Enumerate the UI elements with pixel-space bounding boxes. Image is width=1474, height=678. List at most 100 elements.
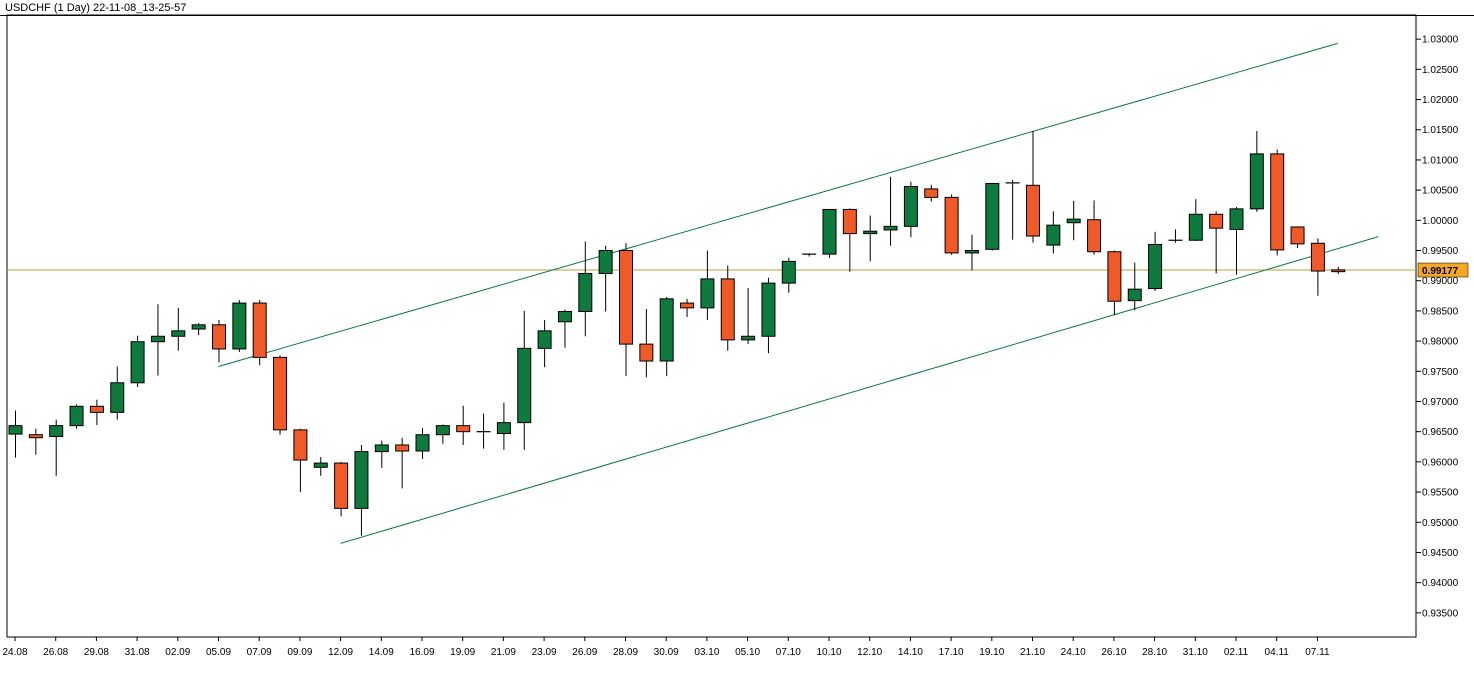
candle-body-bear — [1209, 213, 1224, 229]
candle-body-bear — [720, 278, 735, 341]
candle — [28, 428, 43, 455]
candle-body-bull — [49, 425, 64, 438]
x-axis: 24.08 26.08 29.08 31.08 02.09 05.09 07.09 09.09… — [2, 637, 1330, 658]
candle — [69, 404, 84, 429]
candle-body-bull — [985, 182, 1000, 250]
candle — [1005, 179, 1020, 240]
candle — [1249, 130, 1264, 212]
candle — [456, 405, 471, 445]
y-tick-label: 0.98000 — [1422, 337, 1459, 348]
candle — [1209, 211, 1224, 274]
x-tick-label: 30.09 — [654, 647, 679, 658]
candle-body-bull — [415, 434, 430, 452]
candle-body-bull — [1249, 153, 1264, 210]
candle-body-bear — [1026, 184, 1040, 237]
x-tick-label: 24.08 — [2, 647, 27, 658]
candle — [964, 234, 979, 271]
y-tick-label: 1.02500 — [1422, 65, 1459, 76]
candle — [781, 257, 796, 293]
x-tick-label: 31.10 — [1183, 647, 1208, 658]
candle-body-bull — [659, 298, 674, 362]
candle — [903, 181, 918, 238]
candle-body-bear — [1290, 226, 1305, 245]
y-tick-label: 1.01000 — [1422, 155, 1459, 166]
candle-body-bull — [1066, 218, 1081, 224]
candle — [8, 410, 23, 458]
candle-body-bear — [680, 302, 695, 309]
candle — [517, 310, 532, 450]
candle-body-bull — [1148, 243, 1163, 290]
candle — [680, 298, 695, 317]
candle — [313, 457, 328, 476]
y-tick-label: 1.00000 — [1422, 216, 1459, 227]
candle-body-bull — [171, 330, 186, 337]
candle-body-bear — [395, 444, 410, 452]
current-price-label-bg — [1417, 262, 1469, 278]
candle — [354, 444, 369, 536]
candle — [1107, 250, 1122, 316]
x-tick-label: 19.10 — [979, 647, 1004, 658]
candle-body-bull — [700, 278, 715, 309]
candle — [700, 250, 715, 320]
candle-body-bull — [578, 272, 593, 313]
candle — [293, 428, 308, 493]
x-tick-label: 26.08 — [43, 647, 68, 658]
candle-body-bull — [903, 186, 918, 227]
x-tick-label: 02.11 — [1224, 647, 1249, 658]
x-tick-label: 28.10 — [1142, 647, 1167, 658]
x-tick-label: 07.10 — [776, 647, 801, 658]
candle-body-bear — [1270, 153, 1285, 251]
candle — [720, 265, 735, 351]
candle — [252, 300, 267, 366]
y-tick-label: 0.97500 — [1422, 367, 1459, 378]
candle-body-bear — [619, 250, 633, 345]
candle-body-bear — [28, 434, 43, 439]
x-tick-label: 26.10 — [1101, 647, 1126, 658]
candle-body-bear — [842, 208, 857, 235]
candle — [1310, 238, 1325, 296]
candle — [415, 428, 430, 459]
x-tick-label: 14.10 — [898, 647, 923, 658]
candle — [374, 440, 389, 468]
x-tick-label: 05.09 — [206, 647, 231, 658]
candle — [476, 413, 491, 449]
candle — [619, 243, 633, 377]
y-tick-label: 0.94000 — [1422, 578, 1459, 589]
candle — [1188, 199, 1203, 241]
candle — [639, 309, 654, 378]
x-tick-label: 02.09 — [165, 647, 190, 658]
candle-body-bull — [435, 425, 450, 436]
candle — [110, 366, 125, 420]
candle — [1290, 226, 1305, 249]
candle-body-bear — [944, 196, 959, 254]
candle-body-bull — [232, 302, 247, 350]
x-tick-label: 07.09 — [247, 647, 272, 658]
candle-body-bear — [89, 405, 104, 413]
candle — [49, 419, 64, 476]
x-tick-label: 03.10 — [694, 647, 719, 658]
candle-body-bull — [8, 425, 23, 435]
candle-body-bear — [293, 429, 308, 461]
candle — [232, 300, 247, 352]
x-tick-label: 29.08 — [84, 647, 109, 658]
candles-layer — [8, 130, 1346, 536]
candle — [1331, 266, 1346, 275]
candle — [1168, 229, 1183, 243]
candle-body-bull — [537, 330, 552, 349]
candle-body-bull — [557, 311, 572, 323]
candle-body-bull — [1188, 213, 1203, 241]
candle — [1046, 211, 1061, 254]
x-tick-label: 12.10 — [857, 647, 882, 658]
candle — [761, 277, 776, 354]
candle-body-bull — [354, 451, 369, 509]
candle — [985, 182, 1000, 251]
y-tick-label: 0.96500 — [1422, 427, 1459, 438]
y-tick-label: 0.97000 — [1422, 397, 1459, 408]
candle-body-bull — [130, 341, 145, 384]
candle — [883, 176, 898, 246]
candle — [557, 309, 572, 348]
candle — [924, 184, 939, 202]
x-tick-label: 09.09 — [287, 647, 312, 658]
candle-body-bear — [1107, 251, 1122, 302]
